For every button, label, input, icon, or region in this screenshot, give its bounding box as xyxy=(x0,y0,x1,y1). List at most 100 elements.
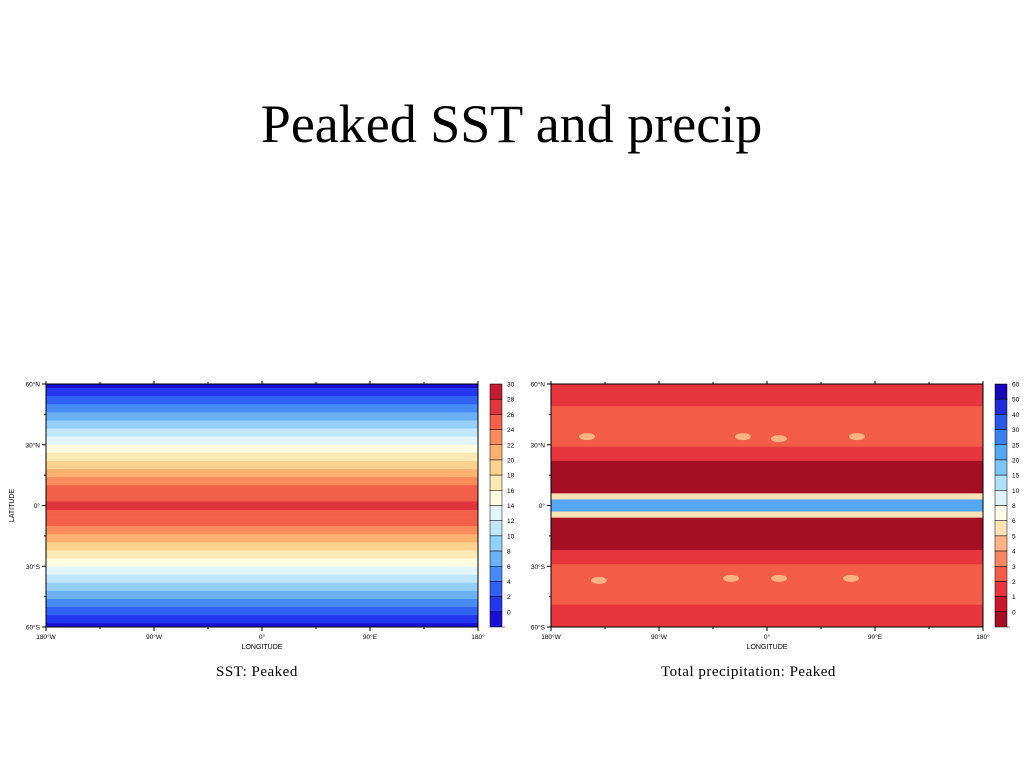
colorbar-label: 6 xyxy=(1012,518,1016,525)
sst-band xyxy=(46,436,478,446)
sst-band xyxy=(46,606,478,616)
colorbar-label: 18 xyxy=(507,473,515,480)
sst-band xyxy=(46,622,478,628)
colorbar-label: 5 xyxy=(1012,533,1016,540)
sst-band xyxy=(46,396,478,405)
precip-core xyxy=(551,503,983,508)
colorbar-label: 20 xyxy=(507,457,515,464)
precip-patch xyxy=(591,576,607,584)
colorbar-swatch xyxy=(994,505,1008,521)
colorbar-swatch xyxy=(489,429,503,445)
colorbar-swatch xyxy=(994,383,1008,400)
colorbar-label: 14 xyxy=(507,503,515,510)
precip-band xyxy=(551,493,983,500)
sst-band xyxy=(46,590,478,599)
precip-patch xyxy=(849,433,865,441)
colorbar-label: 30 xyxy=(1012,427,1020,434)
colorbar-label: 40 xyxy=(1012,412,1020,419)
colorbar-swatch xyxy=(489,581,503,597)
precip-band xyxy=(551,517,983,551)
sst-band xyxy=(46,420,478,429)
sst-band xyxy=(46,566,478,575)
sst-band xyxy=(46,558,478,567)
colorbar-swatch xyxy=(489,414,503,430)
colorbar-label: 10 xyxy=(1012,488,1020,495)
sst-band xyxy=(46,501,478,510)
y-tick-label: 60°S xyxy=(531,624,546,632)
colorbar-label: 28 xyxy=(507,397,515,404)
colorbar-swatch xyxy=(994,398,1008,415)
colorbar-swatch xyxy=(994,550,1008,567)
colorbar-swatch xyxy=(489,398,503,415)
colorbar-label: 4 xyxy=(507,579,511,586)
y-tick-label: 60°N xyxy=(530,381,545,389)
sst-band xyxy=(46,404,478,413)
sst-band xyxy=(46,388,478,397)
sst-band xyxy=(46,412,478,421)
precip-band xyxy=(551,460,983,494)
colorbar-swatch xyxy=(994,520,1008,537)
precip-band xyxy=(551,564,983,593)
precip-band xyxy=(551,604,983,628)
x-tick-label: 90°E xyxy=(868,633,883,641)
colorbar-swatch xyxy=(489,383,503,400)
sst-caption: SST: Peaked xyxy=(216,664,298,680)
colorbar-label: 25 xyxy=(1012,442,1020,449)
sst-band xyxy=(46,452,478,462)
colorbar-label: 2 xyxy=(1012,579,1016,586)
colorbar-label: 10 xyxy=(507,533,515,540)
colorbar-label: 15 xyxy=(1012,473,1020,480)
colorbar-swatch xyxy=(489,566,503,582)
x-tick-label: 180° xyxy=(471,633,485,641)
sst-band xyxy=(46,517,478,527)
colorbar-label: 4 xyxy=(1012,549,1016,556)
colorbar-swatch xyxy=(489,550,503,567)
colorbar-swatch xyxy=(994,474,1008,491)
sst-band xyxy=(46,444,478,454)
sst-band xyxy=(46,477,478,486)
colorbar-label: 16 xyxy=(507,488,515,495)
y-axis-label: LATITUDE xyxy=(9,489,16,523)
colorbar-swatch xyxy=(994,596,1008,613)
colorbar-label: 60 xyxy=(1012,382,1020,389)
colorbar-swatch xyxy=(489,596,503,613)
precip-patch xyxy=(771,435,787,443)
precip-band xyxy=(551,592,983,606)
precip-band xyxy=(551,550,983,565)
sst-band xyxy=(46,493,478,502)
precip-band xyxy=(551,418,983,448)
sst-band xyxy=(46,598,478,608)
colorbar-label: 6 xyxy=(507,564,511,571)
colorbar-swatch xyxy=(489,520,503,537)
precip-caption: Total precipitation: Peaked xyxy=(661,664,836,680)
colorbar-swatch xyxy=(489,505,503,521)
y-tick-label: 60°S xyxy=(26,624,41,632)
colorbar-label: 50 xyxy=(1012,397,1020,404)
colorbar-label: 26 xyxy=(507,412,515,419)
y-tick-label: 30°S xyxy=(26,563,41,571)
colorbar-swatch xyxy=(489,535,503,552)
sst-band xyxy=(46,525,478,535)
sst-band xyxy=(46,614,478,624)
x-tick-label: 180° xyxy=(976,633,990,641)
precip-patch xyxy=(723,574,739,582)
y-tick-label: 0° xyxy=(34,502,41,510)
x-axis-label: LONGITUDE xyxy=(242,644,283,651)
precip-band xyxy=(551,406,983,419)
sst-band xyxy=(46,384,478,389)
y-tick-label: 30°S xyxy=(531,563,546,571)
sst-band xyxy=(46,541,478,551)
colorbar-label: 8 xyxy=(507,549,511,556)
x-axis-label: LONGITUDE xyxy=(747,644,788,651)
precip-patch xyxy=(579,433,595,441)
colorbar-swatch xyxy=(994,429,1008,445)
precip-band xyxy=(551,446,983,462)
precip-patch xyxy=(771,574,787,582)
colorbar-swatch xyxy=(994,566,1008,582)
x-tick-label: 0° xyxy=(259,633,266,641)
colorbar-swatch xyxy=(489,459,503,476)
